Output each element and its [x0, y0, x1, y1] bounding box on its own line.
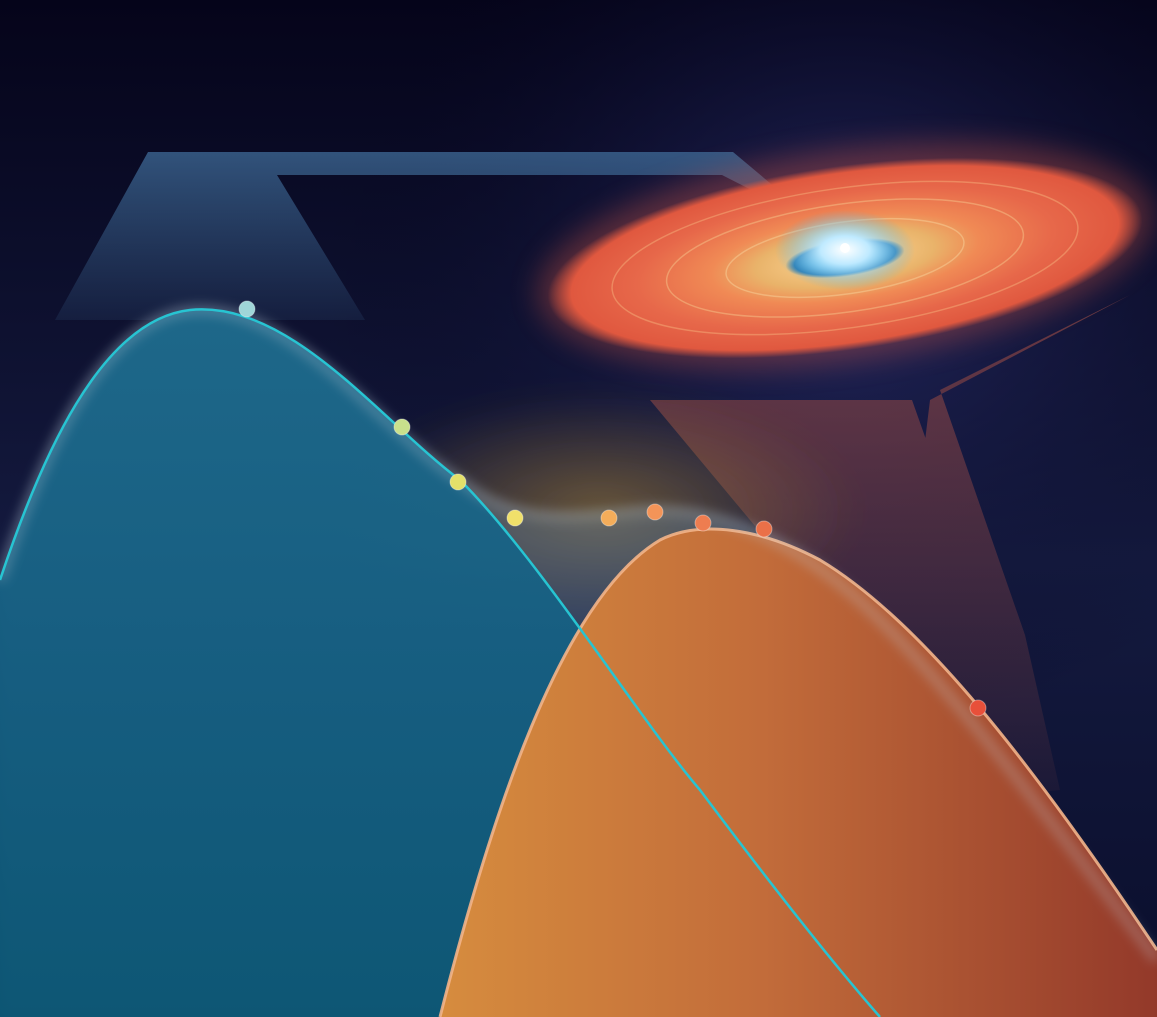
data-point [600, 509, 618, 527]
beam-blue [55, 152, 820, 320]
data-point [646, 503, 664, 521]
data-point [393, 418, 411, 436]
data-point [506, 509, 524, 527]
warm-bump-edge [438, 527, 1157, 1017]
data-point [969, 699, 987, 717]
data-points [238, 300, 987, 717]
warm-bump [440, 529, 1157, 1017]
data-point [755, 520, 773, 538]
star-disk-icon [537, 142, 1153, 368]
data-point [449, 473, 467, 491]
data-point [238, 300, 256, 318]
data-point [694, 514, 712, 532]
